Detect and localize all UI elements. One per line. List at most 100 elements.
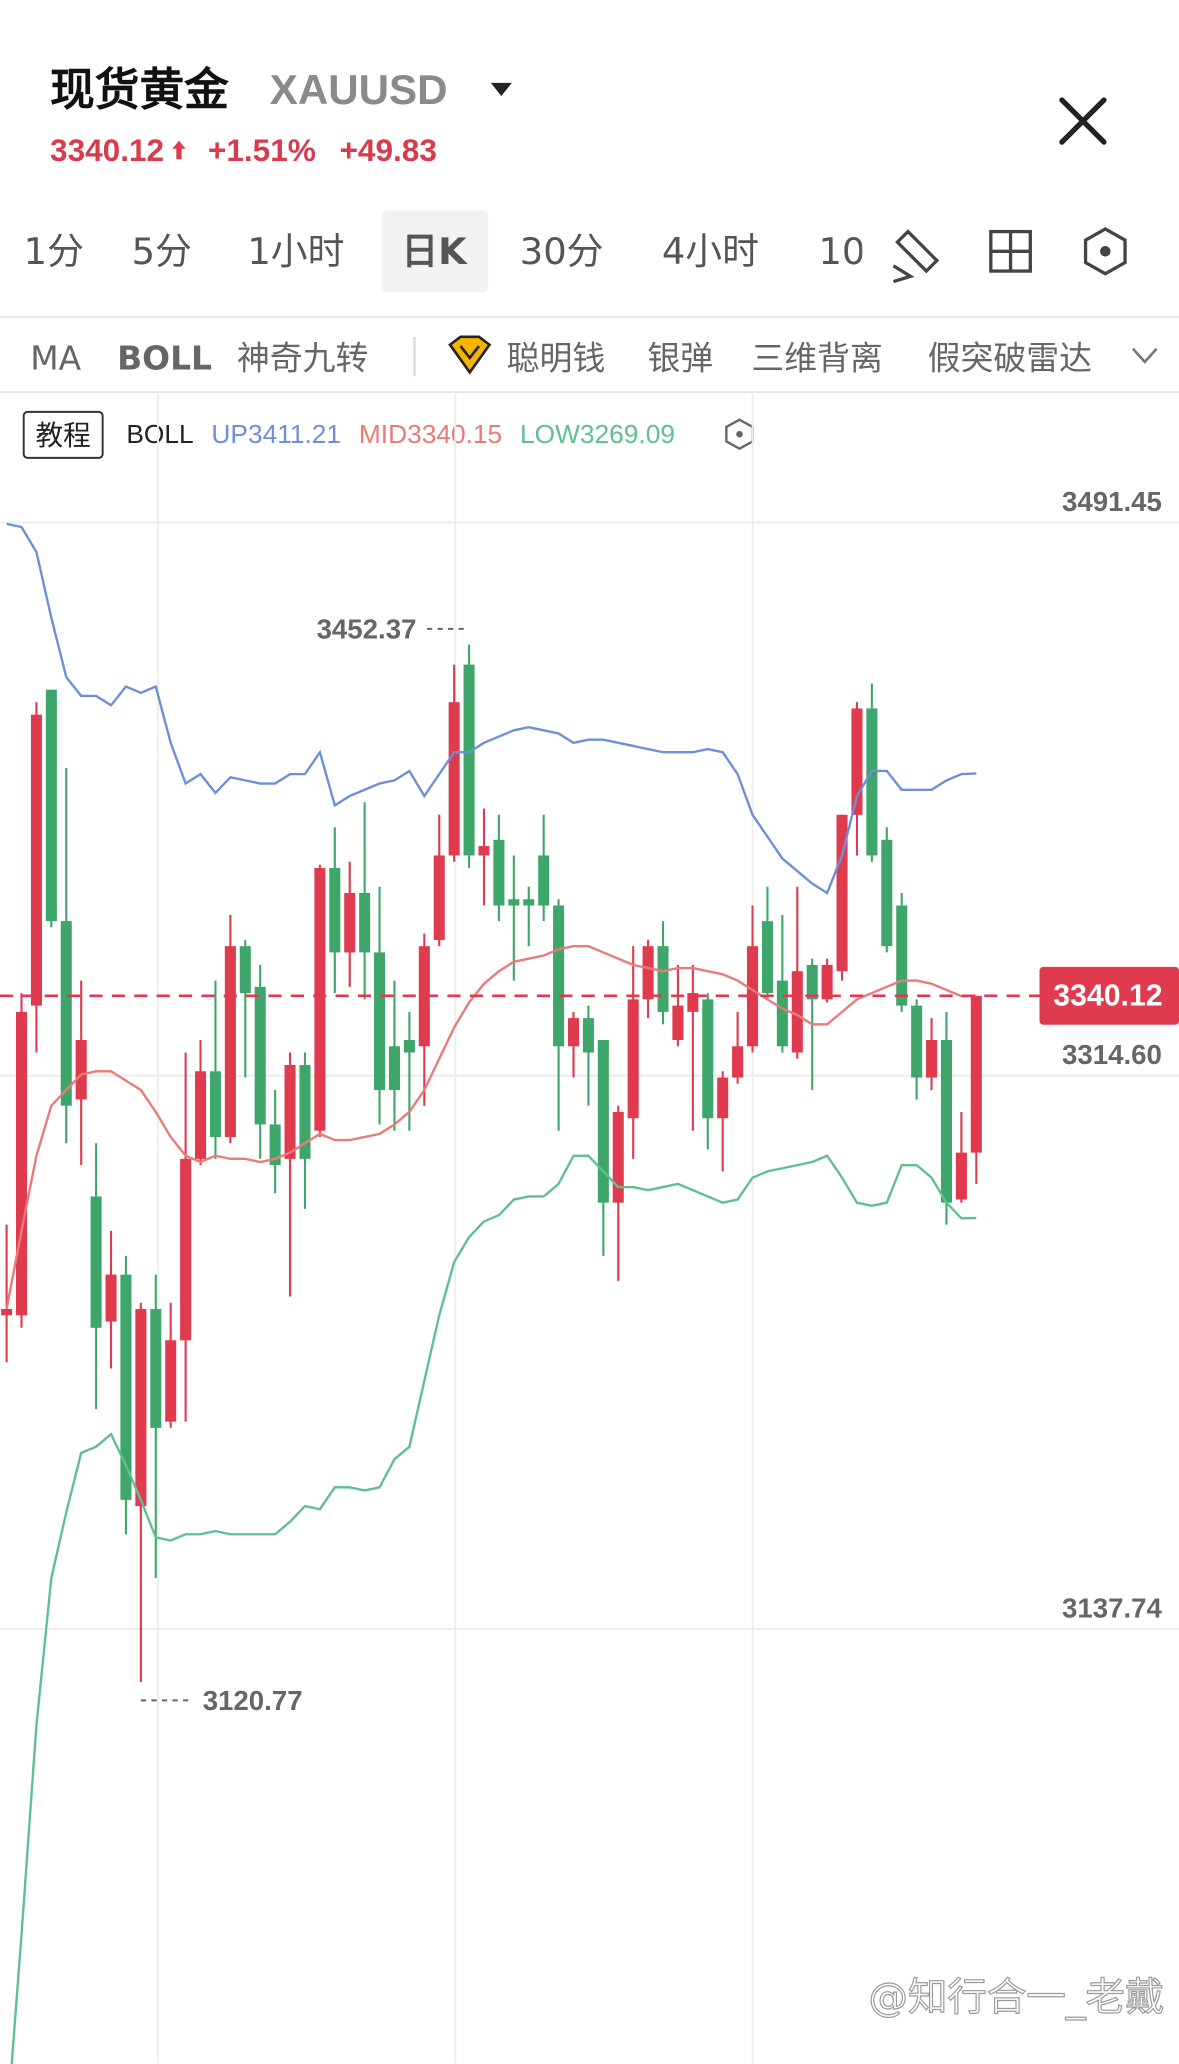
candle-body [314, 867, 326, 1131]
close-button[interactable] [1059, 97, 1107, 145]
timeframe-tab[interactable]: 10 [818, 230, 865, 273]
candle-body [523, 899, 535, 906]
candle-body [448, 702, 460, 856]
layout-icon[interactable] [989, 229, 1032, 273]
candle-body [254, 986, 266, 1125]
active-tab-bg [381, 210, 489, 293]
candle-body [403, 1040, 415, 1053]
indicator-tabs: MA BOLL 神奇九转 聪明钱 银弹 三维背离 假突破雷达 [30, 338, 1092, 377]
candle-body [761, 921, 773, 994]
candle-body [90, 1196, 102, 1328]
candle-body [776, 980, 788, 1047]
legend-value: 3269.09 [580, 419, 675, 449]
candle-body [344, 892, 356, 953]
indicator-tab[interactable]: BOLL [117, 338, 212, 377]
indicator-tab[interactable]: 聪明钱 [507, 338, 606, 377]
legend-title: BOLL [126, 419, 193, 449]
candle-body [329, 867, 341, 953]
candle-body [612, 1111, 624, 1203]
instrument-title: 现货黄金 [50, 63, 229, 116]
timeframe-tab[interactable]: 1分 [24, 230, 84, 273]
candle-body [970, 995, 982, 1153]
draw-tool-icon[interactable] [892, 229, 940, 284]
candle-body [165, 1340, 177, 1422]
candle-body [359, 892, 371, 953]
tutorial-label[interactable]: 教程 [36, 419, 91, 452]
candle-body [881, 839, 893, 947]
candle-body [582, 1018, 594, 1053]
symbol[interactable]: XAUUSD [270, 66, 448, 113]
timeframe-tab[interactable]: 5分 [132, 230, 192, 273]
indicator-tab[interactable]: MA [30, 338, 81, 377]
candle-body [747, 946, 759, 1047]
boll-line [10, 1154, 977, 2064]
candle-body [672, 1005, 684, 1041]
premium-icon [448, 335, 492, 375]
boll-legend: BOLL UP3411.21 MID3340.15 LOW3269.09 [126, 419, 675, 449]
legend-value: 3411.21 [248, 419, 341, 449]
indicator-tab[interactable]: 银弹 [647, 338, 713, 377]
indicator-tab[interactable]: 三维背离 [751, 338, 883, 377]
candle-body [388, 1046, 401, 1091]
candle-body [866, 708, 878, 856]
candle-body [791, 971, 803, 1053]
candle-body [374, 952, 386, 1091]
candle-body [806, 964, 818, 1000]
candle-body [15, 1011, 28, 1316]
legend-name: LOW [520, 419, 580, 449]
candle-body [851, 708, 863, 815]
candle-body [1, 1309, 13, 1316]
indicator-tab[interactable]: 神奇九转 [237, 338, 369, 377]
up-arrow [172, 140, 186, 160]
candle-body [508, 899, 520, 906]
candle-body [717, 1077, 729, 1119]
timeframe-tab[interactable]: 日K [401, 230, 468, 273]
price-axis-label: 3314.60 [1062, 1039, 1162, 1070]
watermark: @知行合一_老戴 [868, 1974, 1164, 2020]
candle-body [836, 814, 848, 972]
candle-body [180, 1158, 192, 1341]
candle-body [732, 1046, 744, 1078]
price-labels: 3491.45 3314.60 3137.74 3452.37 3120.77 3340.… [0, 486, 1179, 1716]
tutorial-button[interactable] [22, 410, 104, 459]
candle-body [463, 664, 475, 856]
candle-body [642, 946, 654, 1000]
timeframe-tab[interactable]: 4小时 [662, 230, 759, 273]
candle-body [478, 846, 490, 856]
legend-settings-icon[interactable] [725, 418, 754, 451]
candle-body [567, 1018, 580, 1047]
candle-body [105, 1274, 117, 1322]
symbol-dropdown[interactable] [490, 82, 512, 97]
candle-body [299, 1065, 311, 1159]
candle-body [60, 921, 72, 1106]
legend-name: UP [211, 419, 248, 449]
boll-line [6, 522, 977, 895]
candle-body [911, 1005, 923, 1078]
expand-chevron[interactable] [1131, 347, 1158, 364]
candle-body [493, 839, 505, 906]
candle-body [955, 1152, 967, 1200]
candle-body [940, 1040, 953, 1203]
candle-body [627, 999, 639, 1119]
candle-body [269, 1124, 281, 1166]
candle-body [538, 855, 550, 906]
low-annotation: 3120.77 [203, 1685, 303, 1716]
candle-body [418, 946, 430, 1047]
candle-body [224, 946, 236, 1137]
candle-body [45, 689, 57, 922]
candle-body [702, 999, 714, 1119]
price-axis-label: 3137.74 [1062, 1592, 1162, 1623]
candle-body [821, 964, 833, 1000]
indicator-tab[interactable]: 假突破雷达 [928, 338, 1092, 377]
candle-body [209, 1071, 221, 1137]
current-price-tag [1039, 966, 1179, 1025]
timeframe-tab[interactable]: 30分 [520, 230, 604, 273]
candle-body [597, 1040, 609, 1203]
fade [861, 210, 889, 293]
price-axis-label: 3491.45 [1062, 486, 1162, 517]
timeframe-tab[interactable]: 1小时 [247, 230, 344, 273]
candle-body [553, 905, 565, 1047]
settings-icon[interactable] [1083, 227, 1127, 276]
